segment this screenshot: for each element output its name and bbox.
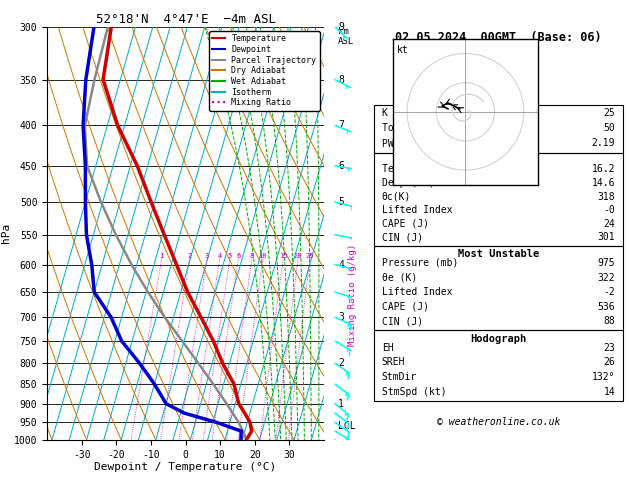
Bar	[374, 153, 623, 246]
Text: 2.19: 2.19	[592, 139, 615, 148]
Text: 2: 2	[187, 253, 192, 259]
Text: 318: 318	[598, 191, 615, 202]
Text: Mixing Ratio (g/kg): Mixing Ratio (g/kg)	[348, 244, 357, 347]
Text: PW (cm): PW (cm)	[382, 139, 423, 148]
Text: 4: 4	[338, 260, 344, 270]
Text: EH: EH	[382, 343, 394, 353]
Text: km
ASL: km ASL	[338, 27, 354, 46]
Text: 6: 6	[338, 161, 344, 171]
Title: 52°18'N  4°47'E  −4m ASL: 52°18'N 4°47'E −4m ASL	[96, 13, 276, 26]
Text: 536: 536	[598, 302, 615, 312]
Text: StmSpd (kt): StmSpd (kt)	[382, 386, 447, 397]
Text: 25: 25	[603, 108, 615, 118]
Text: kt: kt	[397, 45, 409, 55]
Text: CIN (J): CIN (J)	[382, 232, 423, 242]
Text: 5: 5	[338, 197, 344, 207]
Text: 132°: 132°	[592, 372, 615, 382]
Text: Temp (°C): Temp (°C)	[382, 164, 435, 174]
Text: Surface: Surface	[477, 156, 520, 166]
Text: 16.2: 16.2	[592, 164, 615, 174]
Text: © weatheronline.co.uk: © weatheronline.co.uk	[437, 417, 560, 428]
Text: θc(K): θc(K)	[382, 191, 411, 202]
Text: -2: -2	[603, 287, 615, 297]
Text: 6: 6	[236, 253, 240, 259]
Text: CIN (J): CIN (J)	[382, 316, 423, 327]
Text: 88: 88	[603, 316, 615, 327]
Text: Lifted Index: Lifted Index	[382, 205, 452, 215]
Text: 1: 1	[160, 253, 164, 259]
Text: 3: 3	[205, 253, 209, 259]
Bar	[374, 330, 623, 400]
Text: 9: 9	[338, 22, 344, 32]
Text: -0: -0	[603, 205, 615, 215]
Text: 1: 1	[338, 399, 344, 409]
Text: 24: 24	[603, 219, 615, 229]
Text: LCL: LCL	[338, 421, 356, 431]
Text: 14.6: 14.6	[592, 178, 615, 188]
Text: 26: 26	[603, 357, 615, 367]
Text: 23: 23	[603, 343, 615, 353]
Text: 301: 301	[598, 232, 615, 242]
Text: Totals Totals: Totals Totals	[382, 123, 458, 133]
Text: Most Unstable: Most Unstable	[458, 249, 539, 259]
Text: 3: 3	[338, 312, 344, 322]
Text: Dewp (°C): Dewp (°C)	[382, 178, 435, 188]
Text: 4: 4	[218, 253, 222, 259]
Text: K: K	[382, 108, 387, 118]
Bar	[374, 246, 623, 330]
Text: Pressure (mb): Pressure (mb)	[382, 258, 458, 268]
Text: Hodograph: Hodograph	[470, 334, 526, 344]
Text: CAPE (J): CAPE (J)	[382, 219, 429, 229]
Text: 5: 5	[228, 253, 232, 259]
Text: 8: 8	[250, 253, 254, 259]
Legend: Temperature, Dewpoint, Parcel Trajectory, Dry Adiabat, Wet Adiabat, Isotherm, Mi: Temperature, Dewpoint, Parcel Trajectory…	[209, 31, 320, 110]
Text: 25: 25	[306, 253, 314, 259]
Text: 975: 975	[598, 258, 615, 268]
Text: 10: 10	[259, 253, 267, 259]
Text: StmDir: StmDir	[382, 372, 417, 382]
Text: Lifted Index: Lifted Index	[382, 287, 452, 297]
X-axis label: Dewpoint / Temperature (°C): Dewpoint / Temperature (°C)	[94, 462, 277, 472]
Text: 15: 15	[279, 253, 287, 259]
Text: 20: 20	[294, 253, 303, 259]
Y-axis label: hPa: hPa	[1, 223, 11, 243]
Text: 50: 50	[603, 123, 615, 133]
Text: 8: 8	[338, 75, 344, 85]
Text: 14: 14	[603, 386, 615, 397]
Text: SREH: SREH	[382, 357, 405, 367]
Text: 322: 322	[598, 273, 615, 282]
Text: 2: 2	[338, 358, 344, 368]
Bar	[374, 105, 623, 153]
Text: 7: 7	[338, 121, 344, 130]
Text: CAPE (J): CAPE (J)	[382, 302, 429, 312]
Text: 02.05.2024  00GMT  (Base: 06): 02.05.2024 00GMT (Base: 06)	[395, 31, 602, 44]
Text: θe (K): θe (K)	[382, 273, 417, 282]
